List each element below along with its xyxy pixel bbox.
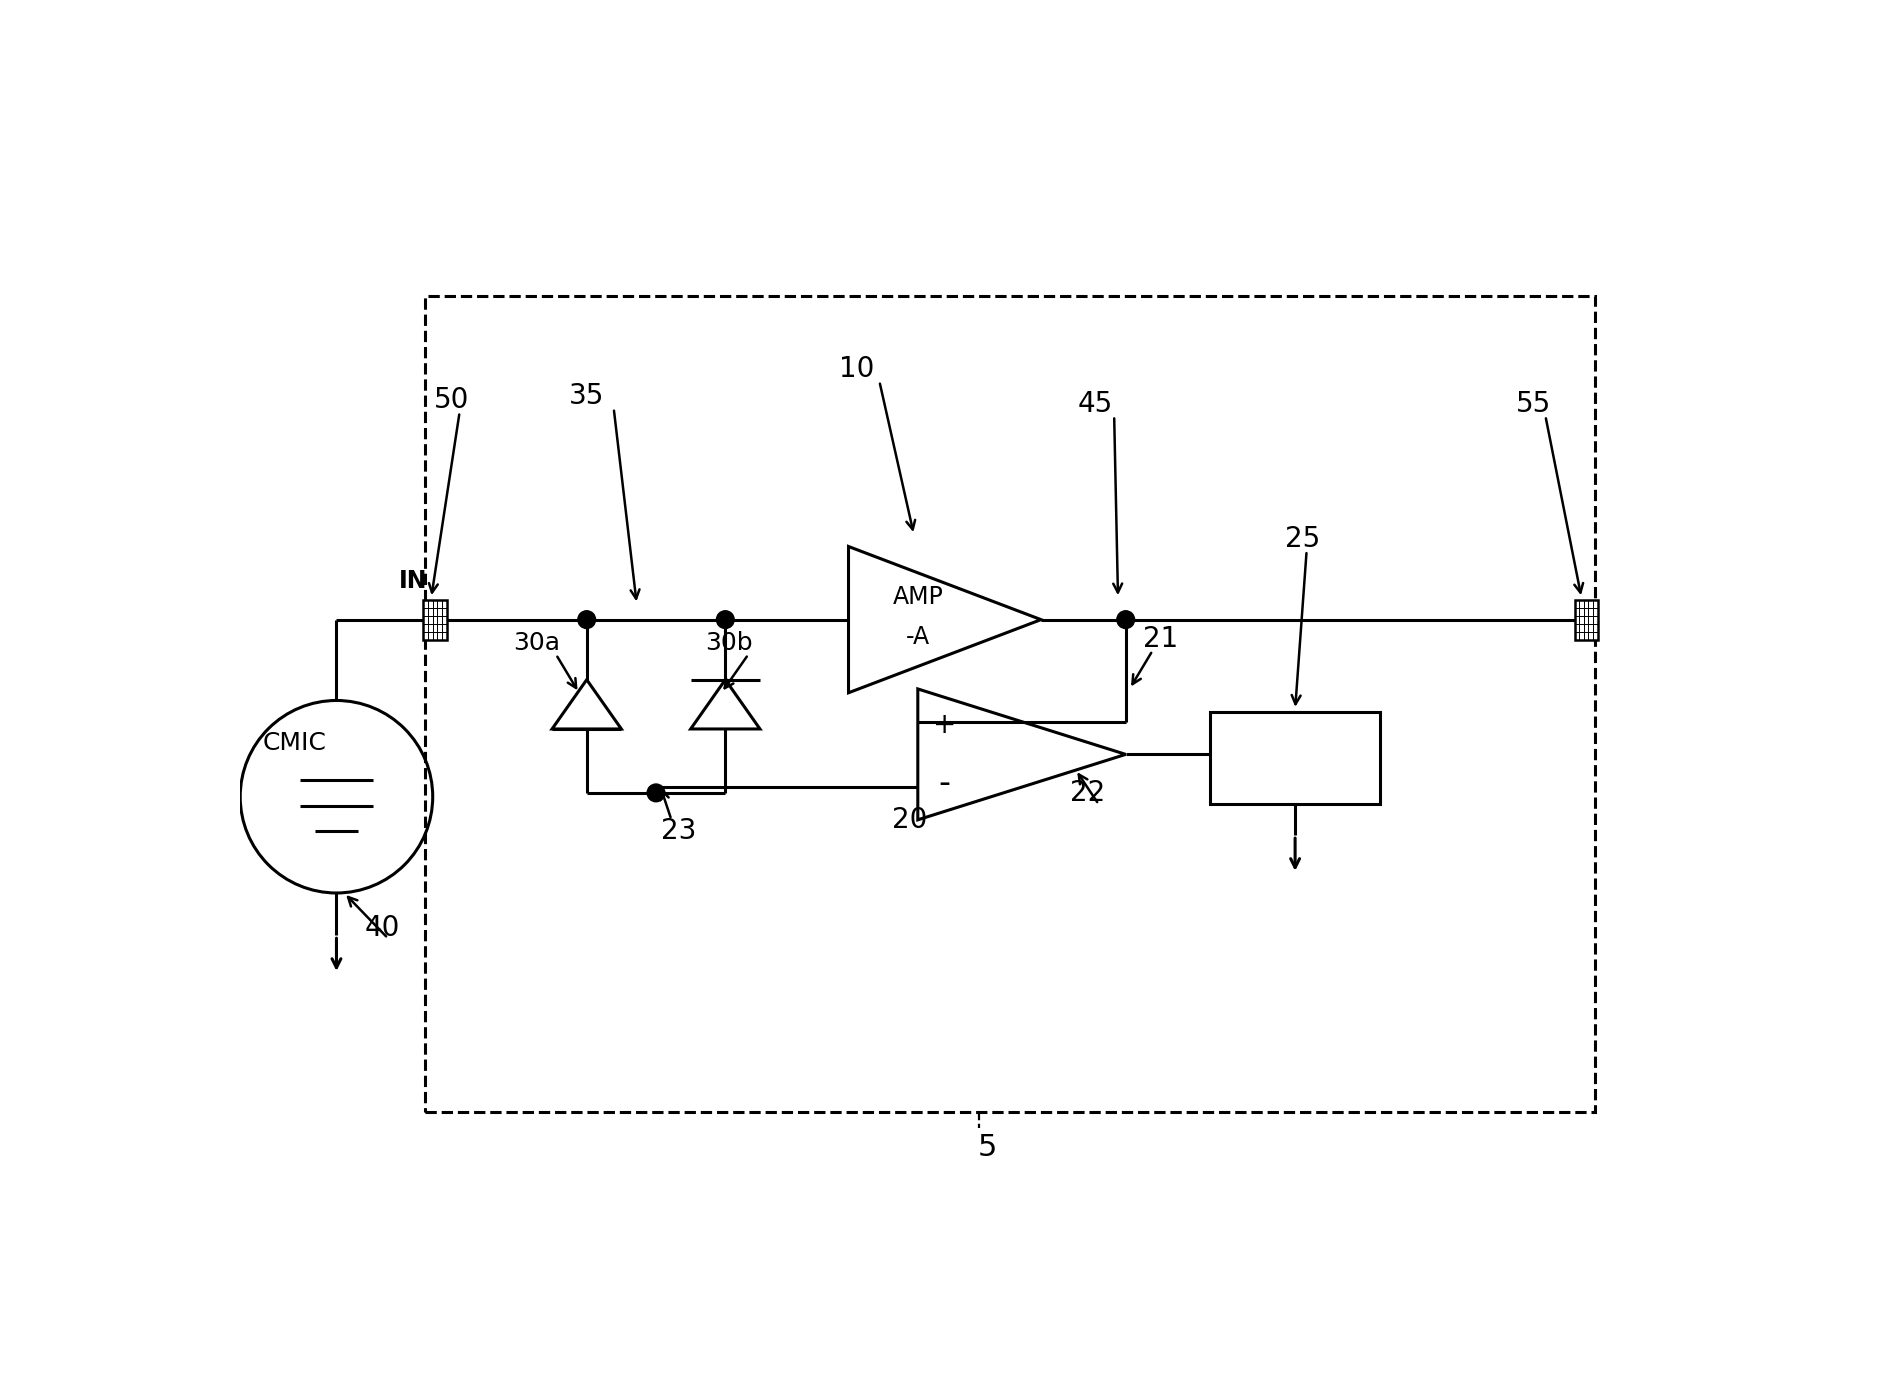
Text: 40: 40 (365, 914, 399, 942)
Text: IN: IN (399, 569, 428, 594)
Text: 5: 5 (978, 1133, 997, 1161)
Circle shape (1117, 610, 1134, 629)
Text: 23: 23 (661, 817, 697, 845)
Text: AMP: AMP (893, 584, 944, 609)
Text: 35: 35 (569, 383, 605, 411)
Text: 50: 50 (435, 386, 469, 414)
Text: 25: 25 (1285, 525, 1321, 553)
Text: 55: 55 (1517, 390, 1551, 418)
Text: 30b: 30b (705, 630, 754, 655)
FancyBboxPatch shape (1210, 712, 1379, 805)
Text: VREF: VREF (1259, 745, 1332, 773)
Bar (1575, 599, 1598, 640)
Circle shape (648, 784, 665, 802)
Text: -A: -A (906, 624, 931, 648)
Text: +: + (933, 711, 957, 739)
Circle shape (716, 610, 735, 629)
Text: 30a: 30a (512, 630, 560, 655)
Text: 10: 10 (838, 355, 874, 383)
Circle shape (578, 610, 595, 629)
Text: 20: 20 (893, 806, 927, 834)
Text: 22: 22 (1070, 780, 1104, 807)
Bar (424, 599, 447, 640)
Text: -: - (938, 767, 951, 800)
Text: 21: 21 (1144, 624, 1178, 652)
Text: CMIC: CMIC (262, 731, 326, 754)
Text: 45: 45 (1078, 390, 1113, 418)
